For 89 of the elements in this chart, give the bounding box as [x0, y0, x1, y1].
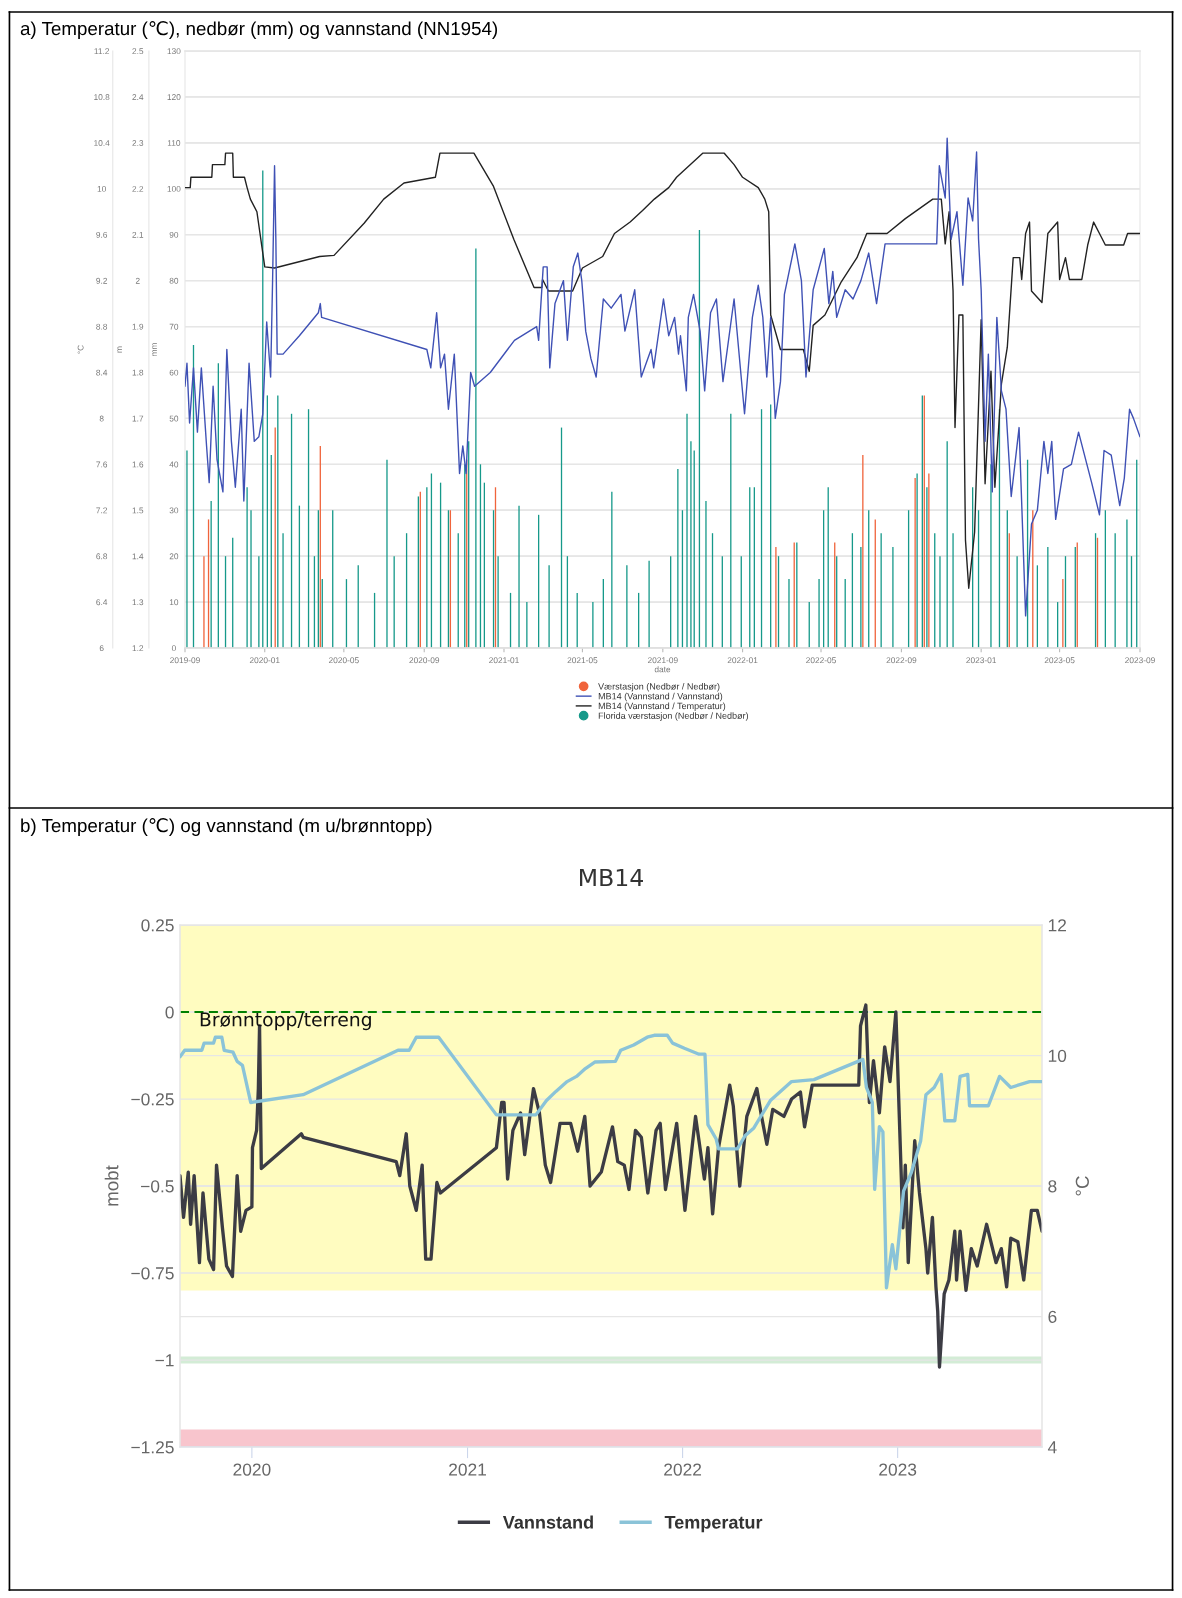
- ref-line-label: Brønntopp/terreng: [200, 1012, 371, 1031]
- y3-tick-label: 2.4: [132, 94, 144, 100]
- y-tick-label: 70: [169, 323, 179, 330]
- y3-tick-label: 2.2: [132, 185, 144, 192]
- x-tick-label: 2021-05: [567, 657, 598, 664]
- x-tick-label: 2020-05: [328, 657, 359, 664]
- y2-tick-label: 4: [1047, 1441, 1057, 1454]
- legend-label: Værstasjon (Nedbør / Nedbør): [598, 682, 720, 692]
- y-tick-label: −0.5: [141, 1180, 174, 1193]
- y-tick-label: −0.75: [131, 1267, 174, 1280]
- y2-tick-label: 9.6: [96, 231, 108, 238]
- y-tick-label: 110: [167, 140, 181, 146]
- x-axis-title: date: [654, 666, 671, 673]
- x-tick-label: 2022-09: [886, 657, 917, 664]
- legend-label: MB14 (Vannstand / Temperatur): [598, 702, 726, 711]
- y-tick-label: −1: [155, 1354, 174, 1367]
- y2-tick-label: 6.8: [96, 553, 108, 560]
- y3-tick-label: 1.8: [132, 369, 144, 376]
- x-tick-label: 2021-01: [489, 657, 519, 664]
- legend-label: MB14 (Vannstand / Vannstand): [598, 692, 723, 702]
- line-series: [180, 1033, 1042, 1290]
- y2-tick-label: 8: [1048, 1180, 1057, 1193]
- y2-tick-label: 10: [1048, 1049, 1067, 1062]
- x-tick-label: 2022-05: [806, 657, 836, 664]
- y3-tick-label: 1.7: [132, 415, 144, 422]
- y2-tick-label: 12: [1048, 919, 1066, 932]
- y2-tick-label: 7.2: [96, 507, 108, 514]
- y2-tick-label: 10.8: [94, 94, 110, 101]
- y2-tick-label: 11.2: [94, 48, 110, 55]
- x-tick-label: 2021: [449, 1463, 486, 1476]
- x-tick-label: 2020-01: [249, 657, 280, 664]
- x-tick-label: 2022-01: [727, 657, 758, 664]
- y3-axis-title: m: [117, 346, 122, 353]
- y2-tick-label: 6: [99, 645, 104, 652]
- y2-tick-label: 10.4: [94, 140, 110, 146]
- legend-label: Temperatur: [664, 1516, 763, 1533]
- x-tick-label: 2020: [233, 1463, 271, 1476]
- y2-tick-label: 8.8: [96, 323, 108, 330]
- chart-title: MB14: [580, 868, 643, 887]
- y-tick-label: 40: [169, 461, 179, 468]
- line-series: [180, 1003, 1042, 1369]
- x-tick-label: 2022: [664, 1463, 702, 1476]
- y3-tick-label: 1.2: [132, 645, 144, 652]
- y-axis-title: mobt: [104, 1165, 119, 1206]
- y-tick-label: 120: [167, 94, 181, 101]
- y2-axis-title: °C: [1075, 1176, 1089, 1196]
- y2-tick-label: 6.4: [96, 599, 108, 606]
- x-tick-label: 2023-05: [1044, 657, 1075, 664]
- y-axis-title: mm: [152, 343, 157, 356]
- text: b) Temperatur (℃) og vannstand (m u/brønntopp): [21, 818, 432, 836]
- y-tick-label: 0: [171, 645, 176, 652]
- x-tick-label: 2023-01: [966, 657, 997, 664]
- y2-tick-label: 9.2: [96, 277, 108, 284]
- y3-tick-label: 1.5: [132, 507, 144, 514]
- y2-tick-label: 10: [97, 185, 106, 192]
- y3-tick-label: 2.5: [132, 48, 144, 55]
- y2-tick-label: 7.6: [96, 461, 108, 468]
- x-tick-label: 2019-09: [170, 657, 200, 664]
- y-tick-label: 50: [169, 415, 179, 422]
- y-tick-label: 90: [169, 231, 179, 238]
- y-tick-label: 0.25: [141, 919, 174, 932]
- y-tick-label: 80: [169, 277, 179, 284]
- x-tick-label: 2021-09: [647, 657, 678, 664]
- y3-tick-label: 1.9: [132, 323, 144, 330]
- x-tick-label: 2020-09: [409, 657, 440, 664]
- y-tick-label: −1.25: [131, 1441, 174, 1454]
- y3-tick-label: 2.1: [132, 231, 144, 238]
- legend-label: Vannstand: [502, 1515, 593, 1529]
- y3-tick-label: 1.3: [132, 599, 144, 606]
- y-tick-label: 60: [169, 369, 179, 376]
- y3-tick-label: 1.6: [132, 461, 144, 468]
- x-tick-label: 2023-09: [1125, 657, 1155, 664]
- chart-title: a) Temperatur (℃), nedbør (mm) og vannstand (NN1954): [20, 21, 498, 39]
- y-tick-label: −0.25: [131, 1093, 174, 1106]
- y3-tick-label: 2.3: [132, 140, 144, 146]
- legend-label: Florida værstasjon (Nedbør / Nedbør): [598, 712, 749, 721]
- y-tick-label: 0: [165, 1006, 174, 1019]
- y3-tick-label: 2: [135, 277, 140, 284]
- y-tick-label: 10: [169, 599, 179, 606]
- y3-tick-label: 1.4: [132, 553, 144, 560]
- y2-tick-label: 8.4: [96, 369, 108, 376]
- y2-tick-label: 8: [99, 415, 104, 422]
- y-tick-label: 30: [169, 507, 179, 514]
- y2-tick-label: 6: [1048, 1310, 1057, 1323]
- y-tick-label: 20: [169, 553, 179, 560]
- y-tick-label: 100: [167, 185, 181, 192]
- y-tick-label: 130: [167, 48, 181, 55]
- x-tick-label: 2023: [879, 1463, 917, 1476]
- y2-axis-title: °C: [77, 345, 84, 354]
